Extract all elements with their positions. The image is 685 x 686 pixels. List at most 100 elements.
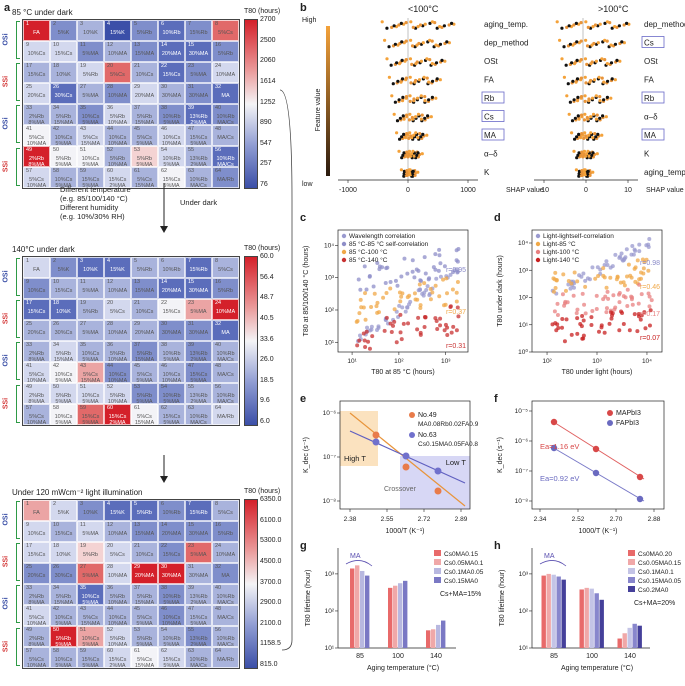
cell-number: 16 (215, 42, 222, 48)
cell-label: 15%Cs 5%MA (81, 177, 100, 188)
scatter-point (405, 305, 410, 310)
heatmap-cell: 36 5%Rb 10%MA (104, 341, 131, 362)
cell-number: 6 (161, 501, 165, 507)
shap-dot (417, 78, 422, 82)
cell-number: 14 (161, 42, 168, 48)
heatmap-cell: 37 5%Rb 15%MA (131, 341, 158, 362)
cell-label: 10%Rb MA/Cs (216, 114, 235, 125)
shap-tick-label: 1000 (460, 187, 476, 194)
row-group-bracket (16, 628, 20, 666)
scatter-point (602, 262, 607, 267)
cell-label: 20%MA (161, 531, 182, 537)
shap-dot (397, 23, 401, 27)
cell-number: 22 (161, 543, 168, 549)
scatter-point (399, 274, 404, 279)
shap-dot (404, 21, 408, 25)
data-point-63 (402, 452, 410, 460)
cell-number: 49 (26, 384, 33, 390)
scatter-point (560, 292, 565, 297)
heatmap-cell: 1 FA (23, 257, 50, 278)
cell-label: 5%Rb (218, 51, 233, 57)
cell-label: 10%Rb 5%MA (162, 594, 181, 605)
bar (599, 599, 604, 648)
cell-number: 42 (53, 363, 60, 369)
cell-label: 15%Cs (162, 309, 181, 315)
scatter-point (603, 294, 608, 299)
legend-swatch (628, 559, 635, 565)
scatter-point (646, 245, 651, 250)
data-point-63 (434, 467, 442, 475)
cell-number: 29 (134, 321, 141, 327)
heatmap-grid: 1 FA 2 5%K 3 10%K 4 15%K 5 5%Rb 6 10%Rb 7 15%Rb 8 5%Cs 9… (22, 19, 240, 189)
y-tick-label: 10³ (325, 275, 335, 282)
cell-label: 15%Cs 5%MA (189, 372, 208, 383)
legend-label: Light-85 °C (543, 240, 576, 248)
heatmap-cell: 51 10%Cs 5%MA (77, 146, 104, 167)
scatter-point (583, 284, 588, 289)
cell-number: 27 (80, 321, 87, 327)
scatter-point (594, 306, 599, 311)
heatmap-cell: 51 10%Cs 5%MA (77, 626, 104, 647)
scatter-point (367, 273, 372, 278)
shap-dot (387, 75, 391, 79)
cell-label: 2%Rb 8%MA (28, 351, 45, 362)
scatter-point (392, 319, 397, 324)
cell-number: 12 (107, 279, 114, 285)
scatter-point (583, 311, 588, 316)
heatmap-cell: 63 10%Rb MA/Cs (185, 647, 212, 668)
heatmap-cell: 57 5%Cs 10%MA (23, 647, 50, 668)
scatter-point (601, 273, 606, 278)
shap-dot (609, 43, 613, 47)
shap-dot (417, 41, 421, 46)
cell-label: 30%MA (188, 93, 209, 99)
feature-box (481, 110, 505, 122)
cell-number: 18 (53, 63, 60, 69)
cell-label: 30%Cs (54, 93, 73, 99)
cell-label: 10%Cs 5%MA (81, 636, 100, 647)
scatter-point (630, 302, 635, 307)
scatter-point (362, 264, 367, 269)
cell-number: 21 (134, 300, 141, 306)
heatmap-cell: 52 5%Rb 10%MA (104, 146, 131, 167)
scatter-point (421, 293, 426, 298)
scatter-point (617, 328, 622, 333)
shap-dot (601, 114, 605, 118)
scatter-point (589, 323, 594, 328)
heatmap-cell: 18 10%K (50, 62, 77, 83)
heatmap-grid: 1 FA 2 5%K 3 10%K 4 15%K 5 5%Rb 6 10%Rb 7 15%Rb 8 5%Cs 9… (22, 499, 240, 669)
cell-number: 36 (107, 105, 114, 111)
heatmap-cell: 24 10%MA (212, 62, 239, 83)
scatter-point (649, 298, 654, 303)
panel-c-letter: c (300, 212, 307, 224)
heatmap-cell: 26 30%Cs (50, 320, 77, 341)
feature-colorbar (326, 26, 330, 176)
cell-number: 31 (188, 84, 195, 90)
cell-number: 43 (80, 606, 87, 612)
shap-dot (593, 132, 597, 136)
scatter-point (443, 302, 448, 307)
heatmap-cell: 14 20%MA (158, 278, 185, 299)
cell-label: FA (33, 510, 40, 516)
cell-number: 39 (188, 342, 195, 348)
cell-label: 13%Rb 2%MA (189, 393, 208, 404)
scatter-point (637, 282, 642, 287)
row-group-bracket (16, 63, 20, 101)
scatter-point (646, 268, 651, 273)
cell-number: 9 (26, 522, 30, 528)
feature-label: Cs (484, 113, 494, 122)
shap-dot (404, 58, 408, 62)
heatmap-cell: 50 5%Rb 5%MA (50, 146, 77, 167)
cell-number: 20 (107, 300, 114, 306)
cell-number: 63 (188, 168, 195, 174)
cell-number: 7 (188, 258, 192, 264)
cell-label: 10%MA (215, 309, 236, 315)
scatter-point (399, 294, 404, 299)
heatmap-cell: 45 5%Cs 5%MA (131, 362, 158, 383)
cell-number: 19 (80, 63, 87, 69)
cell-number: 48 (215, 606, 222, 612)
cell-label: 10%Rb MA/Cs (216, 393, 235, 404)
legend-swatch (434, 568, 441, 574)
heatmap-cell: 11 5%MA (77, 278, 104, 299)
legend-marker (607, 410, 613, 416)
scatter-point (376, 310, 381, 315)
